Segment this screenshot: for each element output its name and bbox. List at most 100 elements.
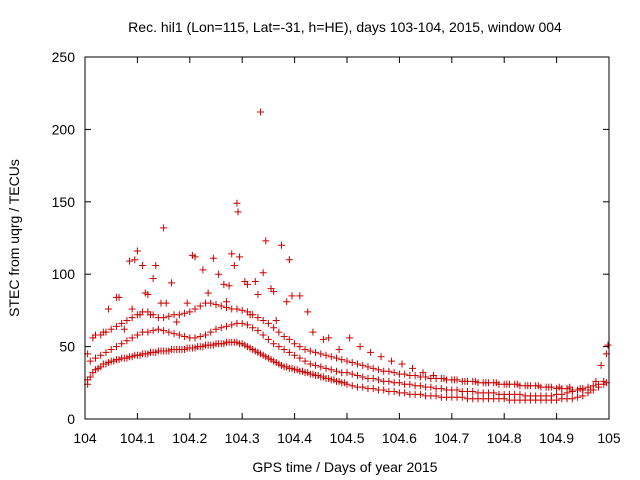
data-point: [230, 262, 238, 270]
data-point: [254, 327, 262, 335]
data-point: [105, 305, 113, 313]
data-point: [234, 208, 242, 216]
data-point: [353, 360, 361, 368]
data-point: [167, 279, 175, 287]
data-point: [107, 325, 115, 333]
y-axis-label: STEC from uqrg / TECUs: [6, 159, 22, 317]
data-point: [395, 379, 403, 387]
data-point: [427, 383, 435, 391]
data-point: [152, 262, 160, 270]
data-point: [217, 302, 225, 310]
data-point: [285, 335, 293, 343]
data-point: [348, 370, 356, 378]
data-point: [450, 376, 458, 384]
data-point: [270, 340, 278, 348]
data-point: [112, 322, 120, 330]
data-point: [377, 353, 385, 361]
data-point: [225, 282, 233, 290]
x-axis-label: GPS time / Days of year 2015: [252, 459, 437, 475]
data-point: [259, 317, 267, 325]
data-point: [181, 332, 189, 340]
data-point: [319, 335, 327, 343]
x-tick-label: 104.8: [487, 430, 522, 446]
data-point: [301, 345, 309, 353]
data-point: [296, 354, 304, 362]
data-point: [160, 327, 168, 335]
data-point: [196, 302, 204, 310]
data-point: [91, 331, 99, 339]
data-point: [369, 374, 377, 382]
data-point: [86, 373, 94, 381]
data-point: [149, 327, 157, 335]
data-point: [369, 364, 377, 372]
data-point: [422, 373, 430, 381]
data-point: [154, 325, 162, 333]
data-point: [149, 275, 157, 283]
data-point: [202, 331, 210, 339]
data-point: [401, 389, 409, 397]
data-point: [97, 351, 105, 359]
data-point: [102, 348, 110, 356]
data-point: [327, 353, 335, 361]
data-point: [246, 311, 254, 319]
y-tick-label: 0: [67, 411, 75, 427]
data-point: [204, 289, 212, 297]
data-point: [215, 270, 223, 278]
x-tick-label: 104.1: [120, 430, 155, 446]
data-point: [243, 280, 251, 288]
data-points: [84, 108, 612, 404]
data-point: [162, 299, 170, 307]
data-point: [115, 293, 123, 301]
data-point: [416, 390, 424, 398]
data-point: [270, 324, 278, 332]
data-point: [547, 392, 555, 400]
data-point: [333, 367, 341, 375]
data-point: [86, 357, 94, 365]
data-point: [99, 328, 107, 336]
data-point: [513, 380, 521, 388]
data-point: [432, 392, 440, 400]
data-point: [453, 386, 461, 394]
data-point: [222, 298, 230, 306]
data-point: [338, 356, 346, 364]
data-point: [566, 383, 574, 391]
data-point: [228, 250, 236, 258]
data-point: [160, 314, 168, 322]
data-point: [398, 360, 406, 368]
data-point: [165, 312, 173, 320]
data-point: [147, 311, 154, 319]
data-point: [173, 318, 181, 326]
data-point: [461, 377, 469, 385]
data-point: [440, 374, 448, 382]
data-point: [220, 280, 228, 288]
data-point: [222, 322, 230, 330]
data-point: [126, 257, 134, 265]
data-point: [160, 224, 168, 232]
data-point: [264, 319, 272, 327]
data-point: [597, 361, 605, 369]
data-point: [356, 343, 364, 351]
x-tick-label: 104: [73, 430, 97, 446]
data-point: [385, 367, 393, 375]
data-point: [128, 314, 136, 322]
data-point: [264, 335, 272, 343]
x-tick-label: 104.7: [434, 430, 469, 446]
x-tick-label: 104.4: [277, 430, 312, 446]
data-point: [107, 345, 115, 353]
data-point: [236, 253, 244, 261]
axis-ticks: 104 104.1 104.2 104.3 104.4 104.5 104.6 104.7 10…: [52, 49, 621, 446]
data-point: [600, 377, 608, 385]
data-point: [112, 343, 120, 351]
data-point: [343, 369, 351, 377]
data-point: [296, 292, 304, 300]
data-point: [291, 340, 299, 348]
data-point: [291, 351, 299, 359]
data-point: [574, 393, 582, 401]
data-point: [359, 373, 367, 381]
data-point: [419, 369, 427, 377]
data-point: [416, 382, 424, 390]
data-point: [343, 357, 351, 365]
x-tick-label: 104.6: [382, 430, 417, 446]
data-point: [348, 359, 356, 367]
